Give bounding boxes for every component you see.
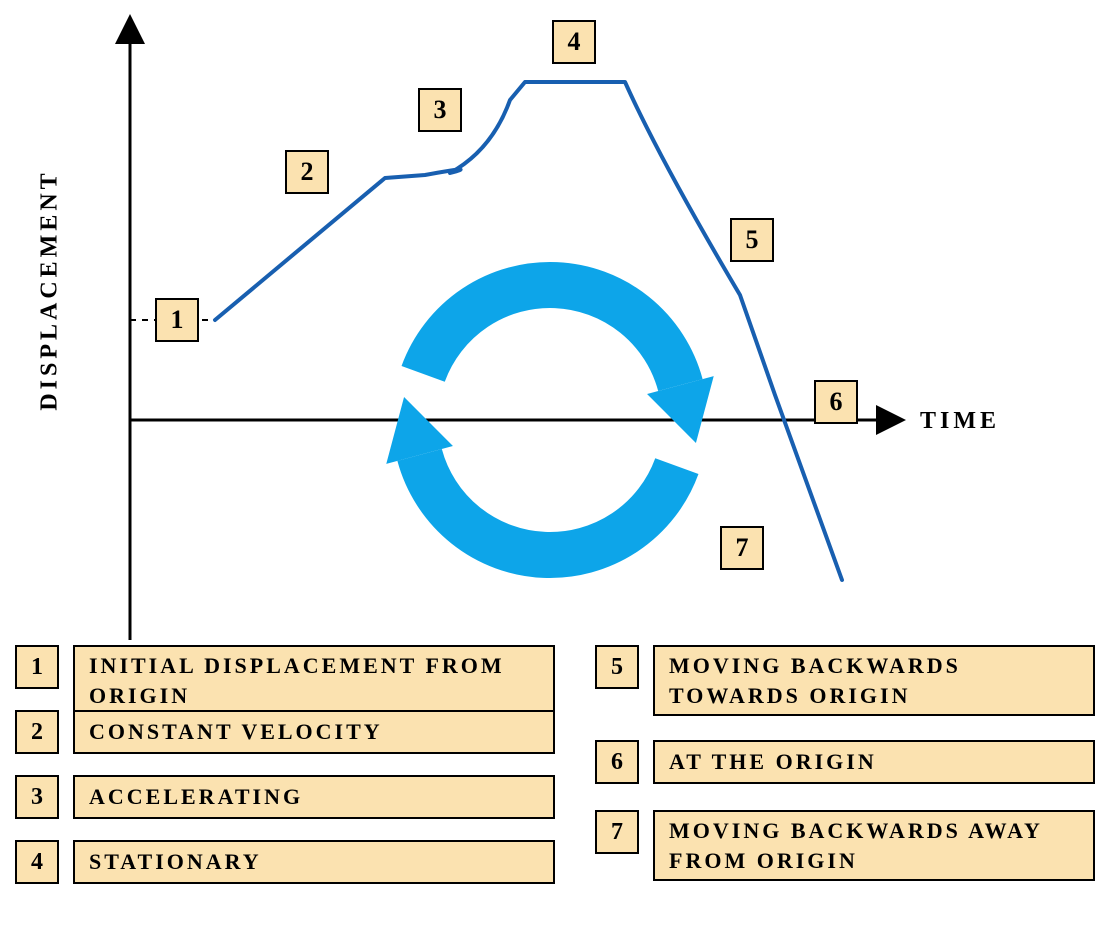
marker-5: 5	[730, 218, 774, 262]
marker-4: 4	[552, 20, 596, 64]
legend-text-4: STATIONARY	[73, 840, 555, 884]
legend-text-1: INITIAL DISPLACEMENT FROM ORIGIN	[73, 645, 555, 716]
legend-text-5: MOVING BACKWARDS TOWARDS ORIGIN	[653, 645, 1095, 716]
legend-num-2: 2	[15, 710, 59, 754]
marker-6: 6	[814, 380, 858, 424]
legend-row-7: 7 MOVING BACKWARDS AWAY FROM ORIGIN	[595, 810, 1095, 881]
marker-2: 2	[285, 150, 329, 194]
marker-1: 1	[155, 298, 199, 342]
legend-row-3: 3 ACCELERATING	[15, 775, 555, 819]
legend-num-1: 1	[15, 645, 59, 689]
marker-3: 3	[418, 88, 462, 132]
legend-row-1: 1 INITIAL DISPLACEMENT FROM ORIGIN	[15, 645, 555, 716]
legend-num-6: 6	[595, 740, 639, 784]
legend-num-4: 4	[15, 840, 59, 884]
y-axis-label: DISPLACEMENT	[37, 169, 64, 410]
legend-row-6: 6 AT THE ORIGIN	[595, 740, 1095, 784]
x-axis-label: TIME	[920, 408, 1000, 435]
legend-row-4: 4 STATIONARY	[15, 840, 555, 884]
legend-num-7: 7	[595, 810, 639, 854]
legend-num-3: 3	[15, 775, 59, 819]
legend-text-6: AT THE ORIGIN	[653, 740, 1095, 784]
legend-text-2: CONSTANT VELOCITY	[73, 710, 555, 754]
legend-row-2: 2 CONSTANT VELOCITY	[15, 710, 555, 754]
legend-text-7: MOVING BACKWARDS AWAY FROM ORIGIN	[653, 810, 1095, 881]
marker-7: 7	[720, 526, 764, 570]
legend-num-5: 5	[595, 645, 639, 689]
legend-text-3: ACCELERATING	[73, 775, 555, 819]
legend-row-5: 5 MOVING BACKWARDS TOWARDS ORIGIN	[595, 645, 1095, 716]
